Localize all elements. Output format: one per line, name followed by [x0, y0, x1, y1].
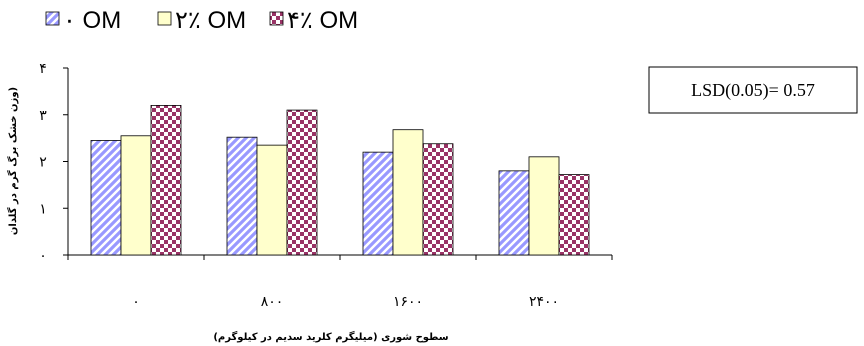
legend-swatch-1 [45, 11, 60, 26]
bar-om-0 [90, 140, 122, 256]
y-tick-label: ۴ [39, 61, 47, 77]
x-axis-title: سطوح شوری (میلیگرم کلرید سدیم در کیلوگرم… [213, 330, 448, 343]
x-tick-label: ۱۶۰۰ [393, 294, 423, 310]
bar-om-3 [528, 156, 560, 256]
bar-om-3 [558, 174, 590, 256]
legend-label-2: ۲٪ OM [175, 7, 246, 34]
bar-om-1 [286, 109, 318, 256]
bar-om-1 [226, 136, 258, 256]
plot-area: ۰ ۱ ۲ ۳ ۴ ۰ ۸۰۰ ۱۶۰۰ ۲۴۰۰ [39, 61, 613, 310]
lsd-text: LSD(0.05)= 0.57 [691, 80, 815, 101]
y-axis-title: وزن خشک برگ گرم در گلدان) [6, 87, 19, 235]
y-tick-label: ۲ [39, 155, 47, 171]
x-tick-label: ۲۴۰۰ [529, 294, 559, 310]
y-tick-label: ۳ [39, 108, 47, 124]
bar-om-2 [422, 143, 454, 256]
legend-swatch-3 [269, 11, 284, 26]
legend: ۰ OM ۲٪ OM ۴٪ OM [45, 7, 358, 34]
x-tick-label: ۸۰۰ [261, 294, 284, 310]
y-tick-label: ۰ [39, 248, 47, 264]
legend-label-3: ۴٪ OM [287, 7, 358, 34]
bar-om-2 [362, 151, 394, 256]
bar-om-3 [498, 170, 530, 256]
y-tick-label: ۱ [39, 201, 47, 217]
bar-om-1 [256, 144, 288, 256]
bar-om-0 [120, 135, 152, 256]
bar-om-0 [150, 105, 182, 256]
legend-swatch-2 [157, 11, 172, 26]
lsd-box [648, 66, 858, 114]
lsd-annotation: LSD(0.05)= 0.57 [648, 66, 858, 114]
legend-label-1: ۰ OM [63, 7, 121, 34]
bar-om-2 [392, 129, 424, 256]
x-tick-label: ۰ [132, 294, 140, 310]
